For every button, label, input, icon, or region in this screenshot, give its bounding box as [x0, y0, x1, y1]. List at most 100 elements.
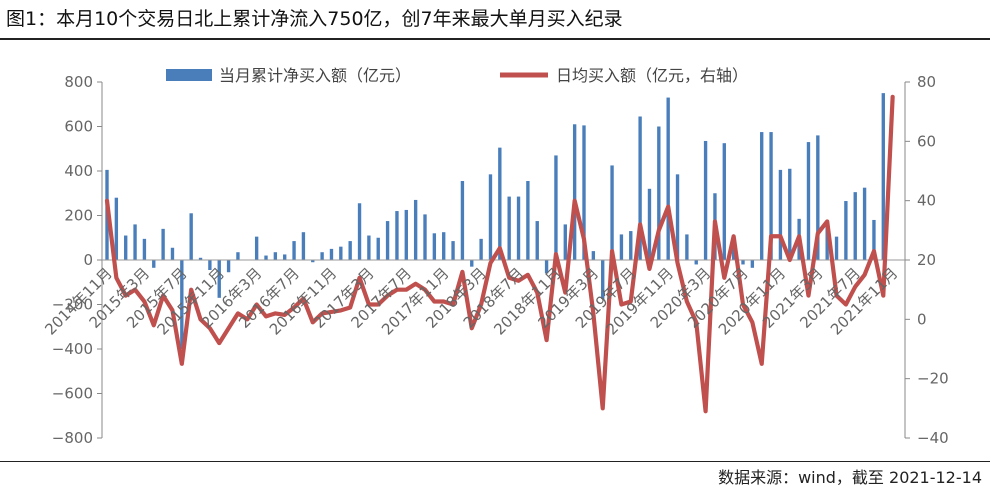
legend-bar-label: 当月累计净买入额（亿元） — [219, 66, 411, 85]
bar — [432, 233, 437, 260]
bar — [760, 132, 764, 260]
bar — [114, 197, 119, 260]
combo-chart: 当月累计净买入额（亿元） 日均买入额（亿元，右轴） 8006004002000−… — [41, 66, 949, 447]
bar — [778, 169, 783, 260]
bar — [526, 181, 530, 260]
bar — [236, 252, 240, 260]
left-tick-label: 0 — [83, 251, 93, 269]
left-axis: 800 600 400 200 0 −200 −400 −600 −800 — [52, 73, 103, 447]
line-series — [104, 94, 895, 414]
bar — [647, 188, 652, 260]
left-tick-label: 400 — [64, 162, 93, 180]
bar — [825, 225, 829, 260]
bar — [404, 209, 408, 260]
bar-series — [105, 93, 885, 349]
bar — [507, 196, 511, 260]
left-tick-label: −400 — [52, 340, 93, 358]
bar — [834, 236, 839, 260]
bar — [582, 125, 586, 260]
bar — [722, 143, 726, 260]
bar — [881, 93, 885, 261]
bar — [488, 174, 493, 260]
bar — [544, 260, 549, 274]
bar — [629, 231, 633, 260]
right-tick-label: −20 — [917, 370, 949, 388]
bar — [161, 228, 165, 260]
bar — [563, 224, 567, 260]
bar — [451, 241, 455, 260]
bar — [498, 147, 502, 260]
bar — [750, 260, 755, 268]
bar — [329, 248, 334, 261]
bar — [142, 238, 147, 260]
bar — [339, 246, 343, 260]
right-tick-label: −40 — [917, 429, 949, 447]
bottom-rule — [0, 461, 990, 462]
left-tick-label: −600 — [52, 385, 93, 403]
bar — [666, 97, 670, 260]
bar — [189, 213, 193, 260]
bar — [516, 196, 521, 260]
bar — [376, 237, 380, 260]
right-tick-label: 20 — [917, 251, 936, 269]
bar — [853, 192, 857, 260]
left-tick-label: 200 — [64, 207, 93, 225]
bar — [348, 241, 352, 260]
bar — [601, 260, 605, 299]
right-tick-label: 0 — [917, 310, 927, 328]
bar — [180, 260, 184, 349]
x-axis-labels: 2014年11月2015年3月2015年7月2015年11月2016年3月201… — [41, 264, 901, 338]
bar — [769, 132, 773, 260]
bar — [554, 155, 558, 260]
bar — [124, 235, 128, 260]
bar — [217, 260, 221, 298]
bar — [385, 221, 390, 260]
right-tick-label: 80 — [917, 73, 936, 91]
bar — [872, 219, 876, 260]
bar — [470, 260, 474, 267]
bar — [572, 124, 577, 260]
legend-bar-swatch — [166, 69, 212, 81]
figure-title: 图1：本月10个交易日北上累计净流入750亿，创7年来最大单月买入纪录 — [6, 8, 623, 30]
bar — [741, 260, 745, 265]
bar — [301, 232, 306, 260]
bar — [395, 211, 399, 260]
bar — [413, 199, 418, 260]
bar — [816, 135, 820, 260]
bar — [591, 251, 596, 260]
bar — [367, 235, 371, 260]
bar — [806, 142, 811, 260]
bar — [311, 260, 315, 263]
daily-average-line — [104, 94, 895, 414]
bar — [788, 168, 792, 260]
bar — [226, 260, 231, 273]
title-rule — [0, 38, 990, 40]
bar — [675, 174, 680, 260]
bar — [254, 236, 259, 260]
bar — [694, 260, 698, 265]
left-tick-label: −200 — [52, 296, 93, 314]
bar — [292, 241, 296, 260]
bar — [638, 116, 642, 261]
right-axis: 80 60 40 20 0 −20 −40 — [904, 73, 949, 447]
left-tick-label: −800 — [52, 429, 93, 447]
right-tick-label: 40 — [917, 192, 936, 210]
bar — [442, 232, 446, 260]
bar — [685, 234, 689, 260]
source-note: 数据来源：wind，截至 2021-12-14 — [718, 468, 982, 487]
bar — [320, 252, 324, 260]
bar — [657, 126, 661, 260]
bar — [283, 254, 287, 260]
bar — [460, 181, 465, 260]
bar — [844, 201, 848, 260]
right-tick-label: 60 — [917, 132, 936, 150]
bar — [198, 257, 203, 260]
bar — [264, 255, 268, 260]
chart-legend: 当月累计净买入额（亿元） 日均买入额（亿元，右轴） — [166, 66, 748, 85]
bar — [152, 260, 156, 268]
left-tick-label: 800 — [64, 73, 93, 91]
bar — [273, 252, 278, 260]
bar — [208, 260, 212, 271]
bar — [619, 234, 624, 260]
bar — [423, 214, 427, 260]
